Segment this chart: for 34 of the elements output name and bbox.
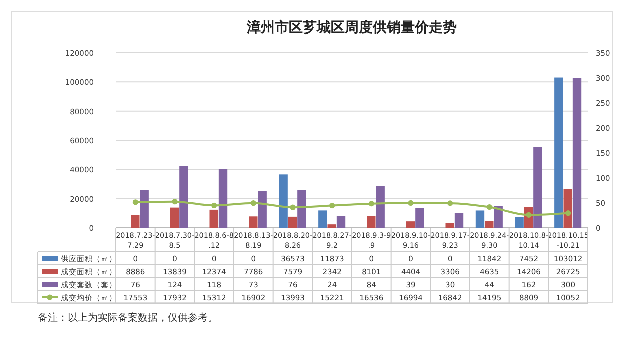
bar xyxy=(534,147,542,228)
bar xyxy=(298,190,306,228)
point xyxy=(448,200,454,206)
point xyxy=(212,202,218,208)
bar xyxy=(288,216,298,228)
bar xyxy=(258,192,267,228)
bar xyxy=(279,174,288,228)
bar xyxy=(367,216,376,228)
bar xyxy=(336,216,346,228)
point xyxy=(408,200,414,206)
point xyxy=(172,199,178,205)
point xyxy=(330,203,336,209)
bar xyxy=(180,166,188,228)
bar xyxy=(515,217,524,228)
bar xyxy=(454,213,464,228)
bar xyxy=(416,208,424,228)
bar xyxy=(554,78,564,228)
bar xyxy=(476,210,485,228)
bar xyxy=(318,210,328,228)
point xyxy=(132,200,138,206)
bar xyxy=(218,169,228,228)
point xyxy=(290,204,296,210)
chart-title: 漳州市区芗城区周度供销量价走势 xyxy=(246,19,457,36)
text: 备注：以上为实际备案数据，仅供参考。 xyxy=(38,312,218,324)
bar xyxy=(376,186,385,228)
bar xyxy=(564,189,572,228)
point xyxy=(566,210,572,216)
point xyxy=(250,200,256,206)
bar xyxy=(249,216,258,228)
point xyxy=(368,201,374,207)
point xyxy=(486,204,492,210)
bar xyxy=(140,190,149,228)
bar xyxy=(572,78,582,228)
bar xyxy=(210,210,218,228)
